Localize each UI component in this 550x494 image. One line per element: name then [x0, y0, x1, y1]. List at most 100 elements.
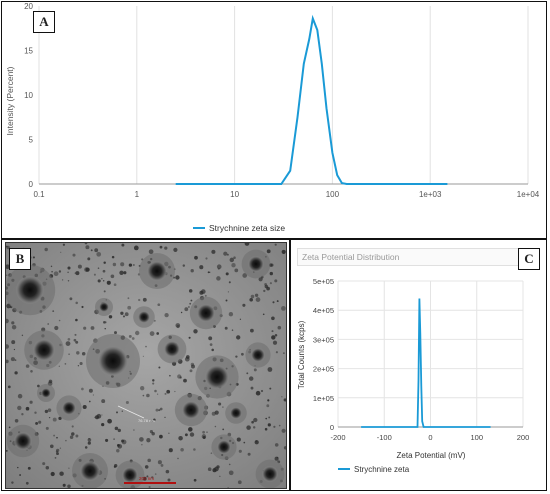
micrograph-speck — [152, 382, 155, 385]
micrograph-speck — [119, 270, 124, 275]
micrograph-speck — [254, 440, 259, 445]
micrograph-speck — [50, 444, 54, 449]
micrograph-speck — [81, 352, 86, 356]
micrograph-speck — [271, 335, 276, 340]
c-y-tick-label: 0 — [330, 423, 334, 432]
micrograph-speck — [101, 399, 106, 404]
micrograph-speck — [25, 364, 30, 368]
micrograph-speck — [101, 422, 105, 427]
micrograph-speck — [231, 329, 234, 331]
micrograph-speck — [263, 289, 266, 293]
micrograph-speck — [17, 405, 22, 411]
micrograph-speck — [101, 414, 103, 416]
micrograph-speck — [25, 481, 29, 485]
micrograph-speck — [264, 427, 268, 431]
micrograph-speck — [208, 336, 213, 341]
micrograph-speck — [142, 355, 144, 357]
micrograph-speck — [180, 311, 183, 314]
panel-b-letter: B — [9, 248, 31, 270]
a-x-tick-label: 10 — [230, 190, 239, 199]
micrograph-speck — [175, 275, 180, 280]
micrograph-speck — [159, 245, 163, 249]
micrograph-speck — [6, 245, 8, 248]
micrograph-speck — [217, 267, 220, 270]
micrograph-speck — [265, 417, 268, 420]
nanoparticle — [14, 432, 32, 450]
micrograph-speck — [64, 363, 67, 365]
micrograph-speck — [160, 463, 164, 467]
micrograph-speck — [251, 420, 254, 424]
micrograph-speck — [77, 264, 82, 269]
micrograph-speck — [111, 255, 115, 259]
micrograph-speck — [83, 326, 87, 330]
micrograph-speck — [67, 271, 69, 274]
micrograph-speck — [267, 367, 273, 372]
nanoparticle — [16, 276, 44, 304]
micrograph-speck — [7, 385, 11, 389]
micrograph-speck — [29, 400, 33, 404]
panel-a: 0.1 1 10 100 1e+03 1e+04 0 5 10 15 20 Intensity (… — [0, 0, 550, 238]
nanoparticle — [230, 407, 242, 419]
micrograph-speck — [180, 448, 184, 452]
micrograph-speck — [222, 406, 224, 408]
micrograph-speck — [32, 256, 35, 259]
micrograph-speck — [74, 333, 77, 336]
panel-a-letter: A — [33, 11, 55, 33]
micrograph-speck — [179, 376, 182, 379]
micrograph-speck — [128, 263, 133, 267]
micrograph-speck — [58, 319, 61, 322]
micrograph-speck — [216, 264, 222, 270]
micrograph-speck — [138, 298, 141, 302]
micrograph-speck — [189, 302, 192, 305]
micrograph-speck — [229, 257, 235, 263]
micrograph-speck — [79, 361, 83, 366]
micrograph-speck — [281, 396, 283, 398]
micrograph-speck — [94, 248, 99, 253]
micrograph-speck — [189, 369, 193, 373]
micrograph-speck — [121, 410, 123, 412]
size-distribution-chart: 0.1 1 10 100 1e+03 1e+04 0 5 10 15 20 Intensity (… — [5, 2, 540, 233]
micrograph-speck — [146, 438, 151, 443]
micrograph-speck — [11, 481, 14, 484]
micrograph-speck — [116, 443, 120, 447]
micrograph-speck — [62, 483, 66, 487]
micrograph-speck — [271, 316, 275, 321]
micrograph-speck — [95, 415, 99, 420]
a-y-tick-label: 5 — [29, 136, 34, 145]
micrograph-speck — [238, 449, 242, 453]
micrograph-speck — [148, 249, 154, 255]
micrograph-speck — [56, 436, 58, 439]
micrograph-speck — [37, 384, 40, 388]
micrograph-speck — [14, 371, 18, 375]
micrograph-speck — [157, 460, 162, 465]
nanoparticle — [248, 256, 264, 272]
micrograph-speck — [67, 337, 71, 341]
micrograph-speck — [10, 357, 15, 362]
micrograph-speck — [202, 430, 205, 434]
micrograph-speck — [75, 271, 80, 276]
micrograph-speck — [144, 465, 149, 469]
micrograph-speck — [34, 411, 37, 414]
micrograph-speck — [81, 305, 84, 309]
micrograph-speck — [164, 416, 166, 419]
micrograph-speck — [84, 243, 88, 245]
micrograph-speck — [286, 245, 287, 247]
micrograph-speck — [11, 324, 17, 330]
micrograph-speck — [6, 264, 10, 270]
micrograph-speck — [77, 365, 80, 367]
micrograph-speck — [69, 435, 74, 439]
micrograph-speck — [207, 467, 212, 472]
c-chart-header: Zeta Potential Distribution — [297, 248, 528, 266]
micrograph-speck — [11, 321, 15, 325]
micrograph-speck — [269, 282, 272, 285]
micrograph-speck — [176, 324, 180, 329]
micrograph-speck — [114, 331, 117, 335]
micrograph-speck — [148, 485, 151, 488]
micrograph-speck — [62, 243, 66, 246]
micrograph-speck — [281, 428, 286, 433]
micrograph-speck — [87, 257, 91, 261]
a-y-tick-label: 20 — [24, 2, 33, 11]
nanoparticle — [182, 401, 200, 419]
micrograph-speck — [150, 419, 153, 423]
micrograph-speck — [44, 247, 48, 252]
